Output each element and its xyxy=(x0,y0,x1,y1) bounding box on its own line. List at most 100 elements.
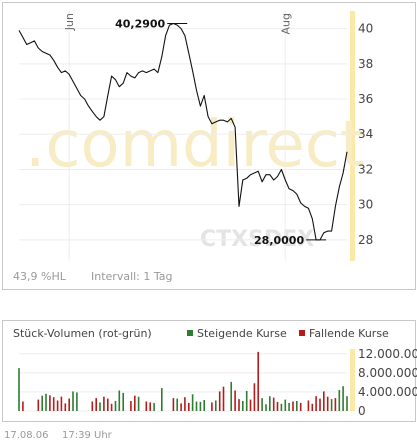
volume-bar-falling xyxy=(107,398,109,411)
price-y-tick-label: 38 xyxy=(358,57,373,71)
volume-bar-falling xyxy=(334,398,337,411)
volume-bar-rising xyxy=(137,396,140,411)
price-y-tick-label: 36 xyxy=(358,92,373,106)
volume-bar-rising xyxy=(195,401,198,411)
volume-bar-rising xyxy=(153,402,155,411)
volume-bar-falling xyxy=(56,400,59,411)
volume-bar-rising xyxy=(261,398,263,411)
volume-bar-falling xyxy=(276,401,279,411)
volume-bar-falling xyxy=(234,390,236,411)
footer-time: 17:39 Uhr xyxy=(62,430,112,441)
price-y-ticks: 40 38 36 34 32 30 28 xyxy=(358,22,373,247)
volume-y-tick-label: 0 xyxy=(358,404,366,418)
volume-y-tick-label: 4.000.000 xyxy=(358,385,417,399)
volume-bar-rising xyxy=(199,401,202,411)
volume-bar-falling xyxy=(68,398,70,411)
volume-y-tick-label: 12.000.000 xyxy=(358,347,417,361)
volume-bar-rising xyxy=(72,391,74,411)
volume-bar-falling xyxy=(311,403,314,411)
volume-bar-falling xyxy=(130,401,132,411)
price-chart-panel: .comdirect CTXSDEX Jun Aug 40 38 36 34 32 30 28… xyxy=(2,2,416,290)
volume-bar-rising xyxy=(161,388,163,411)
volume-bar-rising xyxy=(296,401,298,411)
volume-bar-rising xyxy=(346,396,348,411)
volume-chart: 12.000.000 8.000.000 4.000.000 0 xyxy=(18,347,417,418)
volume-bar-falling xyxy=(222,386,225,411)
volume-bar-rising xyxy=(245,391,248,411)
price-grid xyxy=(19,11,347,261)
volume-bar-rising xyxy=(265,404,267,411)
volume-bar-falling xyxy=(134,395,136,411)
annotation-label: 28,0000 xyxy=(254,234,304,247)
range-percent-label: 43,9 %HL xyxy=(13,270,66,283)
volume-bar-rising xyxy=(242,401,244,411)
volume-bar-rising xyxy=(191,394,194,411)
volume-bar-rising xyxy=(122,392,124,411)
volume-bars xyxy=(18,351,348,411)
volume-bar-rising xyxy=(18,368,20,411)
volume-bar-falling xyxy=(319,398,321,411)
volume-bar-rising xyxy=(330,399,333,411)
volume-bar-rising xyxy=(118,390,121,411)
volume-bar-falling xyxy=(272,397,275,411)
price-y-tick-label: 30 xyxy=(358,198,373,212)
volume-bar-falling xyxy=(149,402,151,411)
volume-bar-falling xyxy=(315,396,317,411)
price-series-line xyxy=(18,22,348,241)
volume-bar-rising xyxy=(99,402,101,411)
price-annotations: 40,2900 28,0000 xyxy=(115,18,327,247)
volume-bar-rising xyxy=(215,400,217,411)
interval-label: Intervall: 1 Tag xyxy=(91,270,173,283)
price-y-tick-label: 34 xyxy=(358,127,373,141)
volume-bar-falling xyxy=(307,400,310,411)
volume-bar-falling xyxy=(299,402,302,411)
volume-bar-falling xyxy=(49,395,51,411)
volume-bar-falling xyxy=(238,399,240,411)
price-axis-accent-bar xyxy=(350,11,355,261)
volume-bar-rising xyxy=(176,398,178,411)
volume-bar-rising xyxy=(41,395,43,411)
volume-bar-rising xyxy=(288,402,290,411)
volume-bar-rising xyxy=(284,399,287,411)
plot-area xyxy=(19,11,347,261)
footer-date: 17.08.06 xyxy=(4,430,49,441)
annotation-label: 40,2900 xyxy=(115,18,165,31)
volume-bar-rising xyxy=(342,386,344,411)
price-chart: .comdirect CTXSDEX Jun Aug 40383634323028… xyxy=(18,11,373,261)
volume-bar-falling xyxy=(211,402,213,411)
volume-chart-background xyxy=(350,349,355,411)
volume-bar-falling xyxy=(180,403,182,411)
volume-bar-rising xyxy=(76,392,78,411)
volume-bar-falling xyxy=(172,398,175,411)
volume-bar-falling xyxy=(218,391,221,411)
volume-bar-falling xyxy=(326,396,329,411)
volume-bar-falling xyxy=(60,396,63,411)
volume-bar-falling xyxy=(103,396,105,411)
watermark-text: .comdirect xyxy=(25,108,365,182)
price-chart-background xyxy=(19,11,355,261)
price-y-tick-label: 40 xyxy=(358,22,373,36)
volume-y-tick-label: 8.000.000 xyxy=(358,366,417,380)
volume-bar-rising xyxy=(269,396,271,411)
volume-bar-falling xyxy=(323,391,325,411)
volume-bar-rising xyxy=(338,390,341,411)
legend-rising: Steigende Kurse xyxy=(187,327,287,340)
volume-bar-falling xyxy=(22,401,24,411)
price-y-tick-label: 32 xyxy=(358,162,373,176)
volume-bar-falling xyxy=(257,351,259,411)
volume-bar-falling xyxy=(188,402,190,411)
price-x-tick-label: Aug xyxy=(279,13,292,34)
volume-y-ticks: 12.000.000 8.000.000 4.000.000 0 xyxy=(358,347,417,418)
price-x-tick-label: Jun xyxy=(63,13,76,31)
volume-bar-falling xyxy=(110,403,113,411)
volume-chart-panel: Stück-Volumen (rot-grün) Steigende Kurse… xyxy=(2,320,417,422)
volume-bar-falling xyxy=(184,397,186,411)
volume-bar-rising xyxy=(114,401,117,411)
volume-grid xyxy=(19,353,347,412)
legend-rising-swatch xyxy=(187,330,193,336)
volume-bar-falling xyxy=(95,398,97,411)
volume-bar-falling xyxy=(292,401,294,411)
legend-falling-label: Fallende Kurse xyxy=(309,327,389,340)
volume-axis-accent-bar xyxy=(350,349,355,411)
volume-bar-falling xyxy=(253,383,256,411)
